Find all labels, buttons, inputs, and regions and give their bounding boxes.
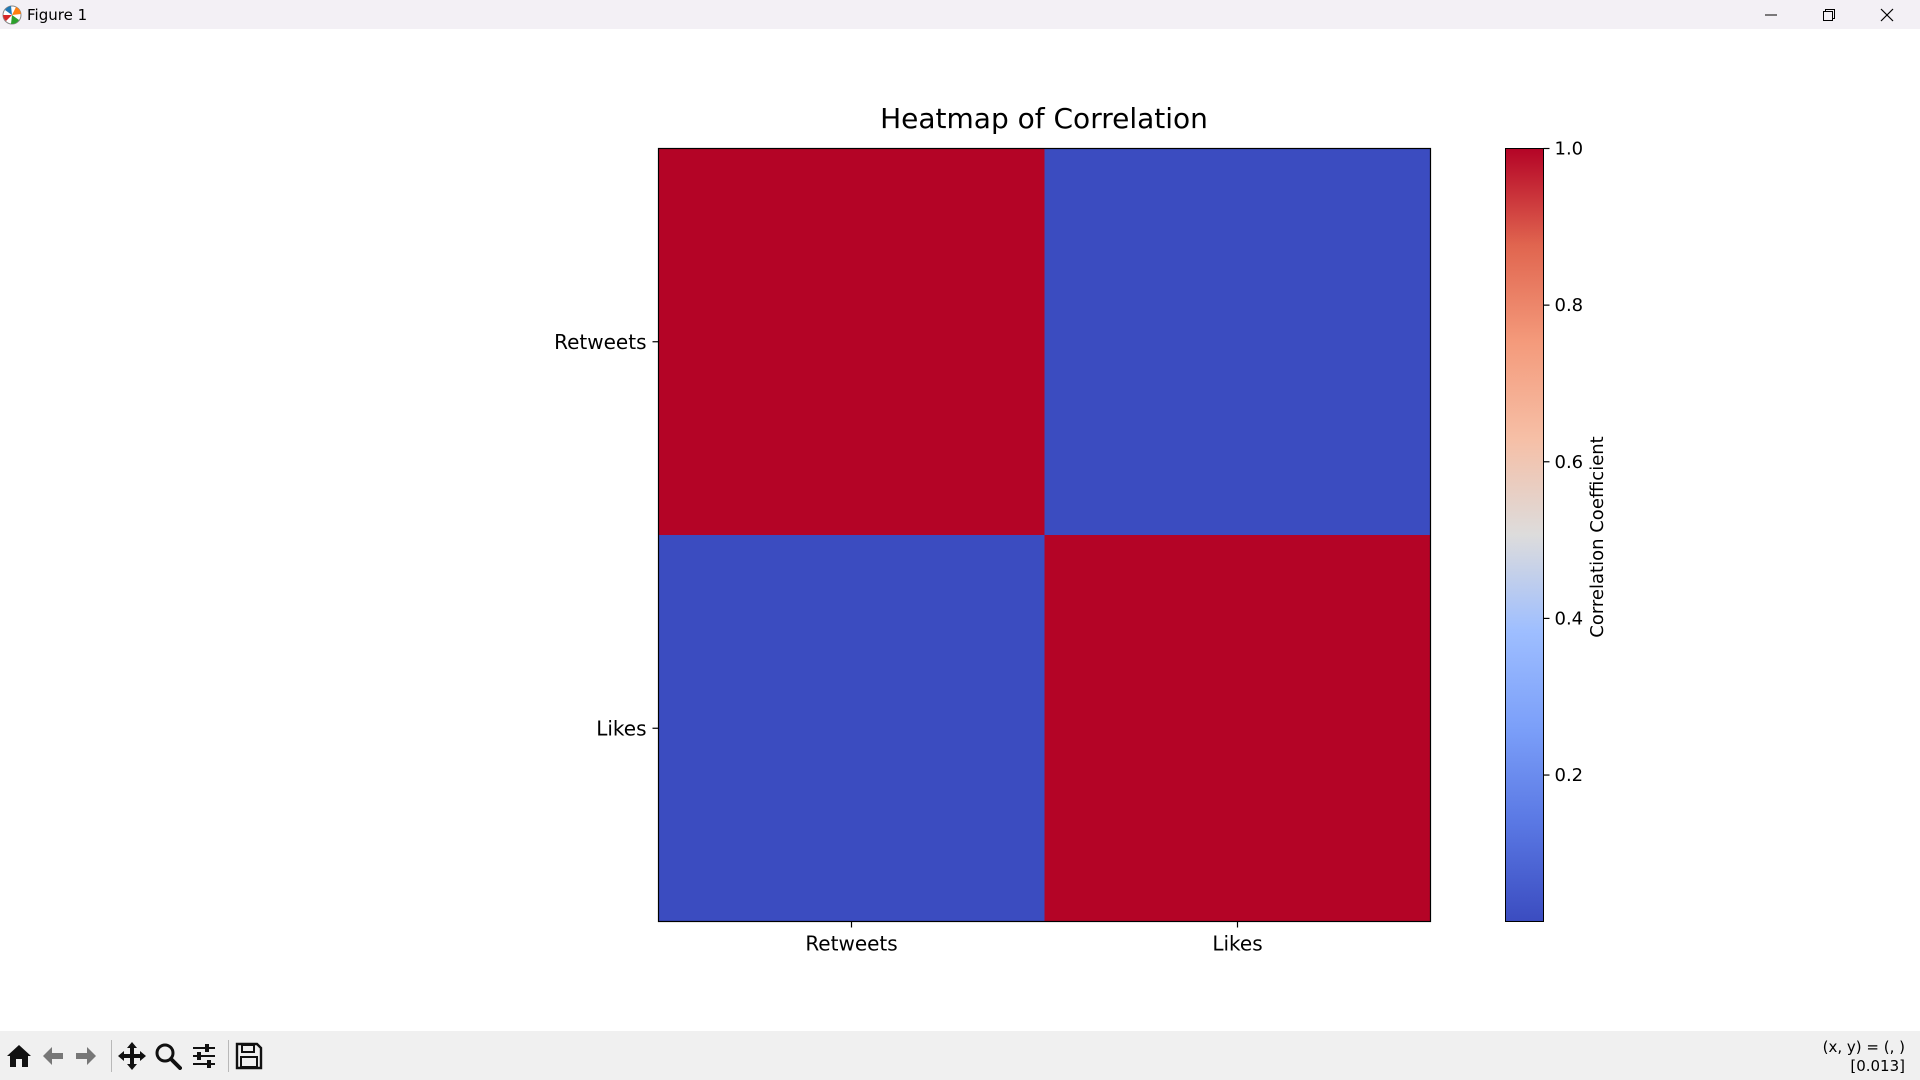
configure-subplots-button[interactable] [189, 1041, 219, 1071]
colorbar-tick-label: 0.6 [1555, 452, 1584, 473]
home-icon [7, 1045, 31, 1067]
y-tick-label: Likes [596, 716, 646, 740]
minimize-icon [1765, 14, 1777, 15]
colorbar-tick-label: 0.2 [1555, 765, 1584, 786]
save-button[interactable] [234, 1041, 264, 1071]
forward-icon [76, 1047, 96, 1065]
navigation-toolbar: (x, y) = (, ) [0.013] [0, 1031, 1920, 1080]
back-icon [43, 1047, 63, 1065]
toolbar-separator [111, 1040, 112, 1072]
save-icon [235, 1042, 263, 1070]
heatmap-cell-1-0 [658, 535, 1045, 922]
configure-subplots-icon [193, 1044, 215, 1068]
colorbar-tick-label: 1.0 [1555, 139, 1584, 160]
maximize-icon [1823, 8, 1835, 21]
heatmap-cell-0-1 [1044, 148, 1431, 536]
colorbar-tick-label: 0.4 [1555, 608, 1584, 629]
zoom-button[interactable] [153, 1041, 183, 1071]
heatmap-cell-1-1 [1044, 535, 1431, 922]
y-tick-label: Retweets [554, 330, 646, 354]
forward-button[interactable] [71, 1041, 101, 1071]
colorbar [1505, 148, 1544, 922]
window-titlebar: Figure 1 [0, 0, 1920, 29]
cursor-coordinates: (x, y) = (, ) [0.013] [1823, 1038, 1905, 1076]
heatmap-chart: Heatmap of Correlation Retweets Likes Ret… [554, 102, 1608, 956]
pan-button[interactable] [117, 1041, 147, 1071]
x-tick-label: Retweets [805, 932, 897, 956]
colorbar-tick-label: 0.8 [1555, 295, 1584, 316]
minimize-button[interactable] [1742, 0, 1800, 29]
home-button[interactable] [4, 1041, 34, 1071]
close-button[interactable] [1858, 0, 1916, 29]
toolbar-separator [228, 1040, 229, 1072]
heatmap-cell-0-0 [658, 148, 1045, 536]
colorbar-label: Correlation Coefficient [1587, 436, 1608, 637]
pan-icon [118, 1042, 146, 1070]
coords-xy: (x, y) = (, ) [1822, 1038, 1905, 1056]
x-tick-label: Likes [1212, 932, 1262, 956]
chart-title: Heatmap of Correlation [880, 102, 1208, 135]
back-button[interactable] [38, 1041, 68, 1071]
close-icon [1880, 8, 1894, 21]
matplotlib-icon [2, 5, 22, 25]
coords-value: [0.013] [1850, 1057, 1905, 1075]
maximize-button[interactable] [1800, 0, 1858, 29]
plot-frame [657, 147, 1432, 923]
window-title: Figure 1 [27, 6, 88, 24]
zoom-icon [155, 1043, 182, 1070]
figure-canvas[interactable]: Heatmap of Correlation Retweets Likes Ret… [0, 29, 1920, 1031]
